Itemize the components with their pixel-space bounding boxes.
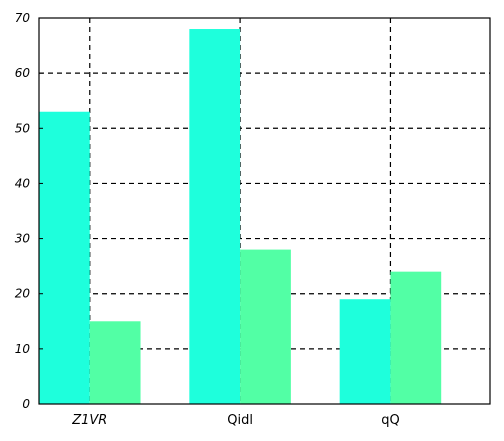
bar-series1-Qidl [189, 29, 241, 405]
bar-series2-Z1VR [89, 321, 141, 404]
bars-layer [39, 29, 442, 405]
bar-series2-Qidl [240, 249, 291, 404]
y-tick-label-50: 50 [15, 121, 31, 135]
x-tick-label-2: qQ [381, 413, 399, 428]
bar-series1-qQ [339, 299, 391, 404]
bar-series1-Z1VR [39, 111, 90, 404]
y-tick-label-40: 40 [15, 176, 31, 190]
y-axis-ticks: 0 10 20 30 40 50 60 70 [15, 11, 43, 411]
plot-frame [38, 17, 491, 405]
x-tick-label-0: Z1VR [71, 413, 107, 428]
y-tick-label-60: 60 [15, 66, 31, 80]
y-tick-label-70: 70 [15, 11, 31, 25]
x-axis-ticks: Z1VR Qidl qQ [71, 413, 399, 428]
x-tick-label-1: Qidl [227, 413, 253, 428]
bar-series2-qQ [390, 271, 442, 404]
y-tick-label-10: 10 [15, 342, 31, 356]
y-tick-label-0: 0 [22, 397, 30, 411]
y-tick-label-20: 20 [15, 287, 31, 301]
y-tick-label-30: 30 [15, 232, 31, 246]
